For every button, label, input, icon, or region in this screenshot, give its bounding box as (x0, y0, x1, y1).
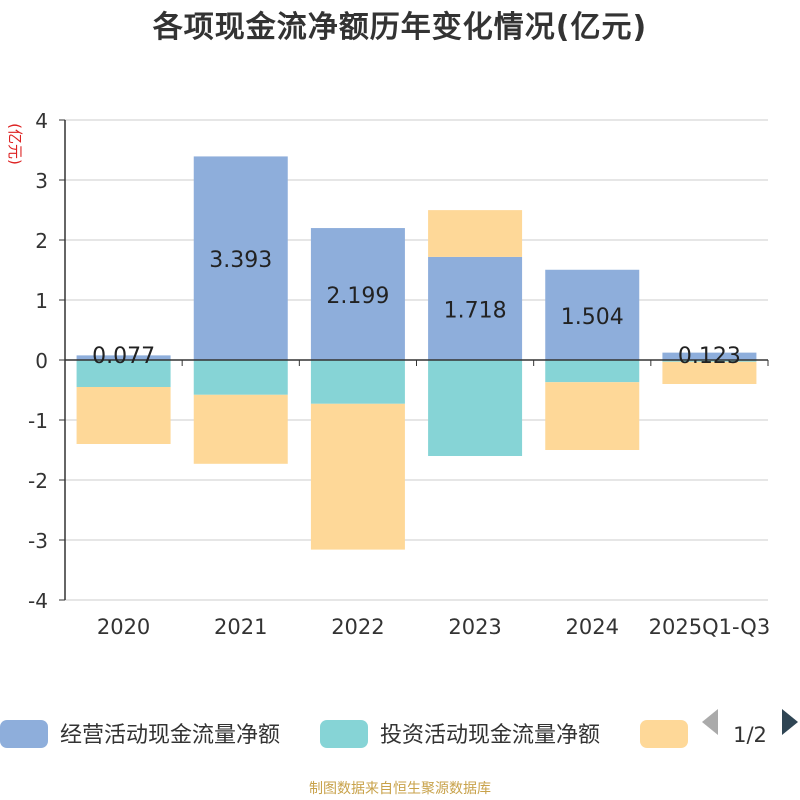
x-tick-label-2022: 2022 (331, 615, 384, 639)
y-tick-label: 2 (35, 229, 48, 253)
axis-layer: 4 3 2 1 0 -1 -2 -3 -4 (亿元) 2020 2021 2022 2023 2024 202… (6, 109, 770, 639)
bar-3-2020 (76, 387, 171, 444)
y-tick-label: 3 (35, 169, 48, 193)
bar-3-2025Q1-Q3 (662, 361, 757, 384)
data-label-2023: 1.718 (444, 298, 507, 323)
legend-prev-icon[interactable] (702, 709, 718, 735)
legend-page-indicator: 1/2 (733, 723, 767, 747)
bar-1-2022 (310, 228, 405, 360)
legend-next-icon[interactable] (782, 709, 798, 735)
bar-1-2024 (545, 269, 640, 360)
legend-swatch-3 (640, 720, 688, 748)
y-tick-label: 0 (35, 349, 48, 373)
y-tick-label: -1 (28, 409, 48, 433)
bar-3-2021 (193, 394, 288, 464)
bar-3-2023 (428, 210, 523, 257)
bar-1-2020 (76, 355, 171, 360)
chart-title: 各项现金流净额历年变化情况(亿元) (152, 10, 648, 45)
y-tick-label: -4 (28, 589, 48, 613)
y-tick-label: 4 (35, 109, 48, 133)
data-label-2022: 2.199 (326, 284, 389, 309)
data-label-2024: 1.504 (561, 305, 624, 330)
data-label-2021: 3.393 (209, 248, 272, 273)
bar-2-2024 (545, 360, 640, 383)
legend-label-2: 投资活动现金流量净额 (380, 723, 600, 748)
x-tick-label-2021: 2021 (214, 615, 267, 639)
bar-2-2022 (310, 360, 405, 404)
data-label-2020: 0.077 (92, 344, 155, 369)
grid-layer (65, 119, 768, 601)
legend-swatch-1 (0, 720, 48, 748)
bar-3-2022 (310, 403, 405, 550)
bar-3-2024 (545, 382, 640, 450)
legend: 经营活动现金流量净额 投资活动现金流量净额 1/2 (0, 709, 798, 748)
legend-swatch-2 (320, 720, 368, 748)
x-tick-label-2024: 2024 (566, 615, 619, 639)
bar-2-2020 (76, 360, 171, 387)
x-tick-label-2025Q1-Q3: 2025Q1-Q3 (649, 615, 771, 639)
data-label-2025Q1-Q3: 0.123 (678, 344, 741, 369)
y-tick-label: -3 (28, 529, 48, 553)
legend-label-1: 经营活动现金流量净额 (60, 723, 280, 748)
bar-2-2023 (428, 360, 523, 456)
source-note: 制图数据来自恒生聚源数据库 (309, 781, 491, 797)
y-tick-label: -2 (28, 469, 48, 493)
bar-1-2025Q1-Q3 (662, 352, 757, 360)
data-label-layer: 0.077 3.393 2.199 1.718 1.504 0.123 (92, 248, 741, 369)
y-axis-label: (亿元) (6, 123, 24, 165)
bar-2-2025Q1-Q3 (662, 360, 757, 362)
y-tick-label: 1 (35, 289, 48, 313)
x-tick-label-2020: 2020 (97, 615, 150, 639)
x-tick-label-2023: 2023 (448, 615, 501, 639)
bar-1-2021 (193, 156, 288, 360)
bar-layer (76, 156, 757, 550)
bar-1-2023 (428, 256, 523, 360)
bar-2-2021 (193, 360, 288, 395)
